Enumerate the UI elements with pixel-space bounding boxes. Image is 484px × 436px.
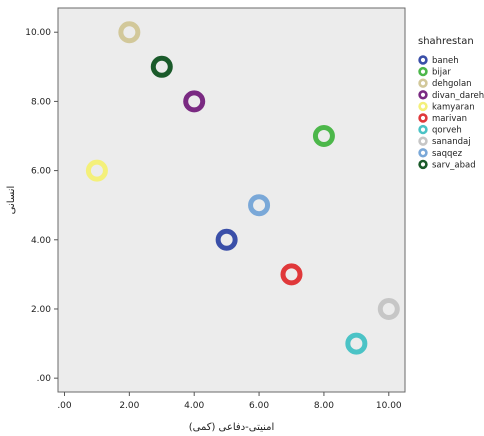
legend-marker-sarv_abad bbox=[418, 159, 428, 170]
x-tick-label: 2.00 bbox=[119, 401, 139, 411]
legend-marker-sanandaj bbox=[418, 136, 428, 146]
y-tick-label: 8.00 bbox=[31, 97, 51, 107]
legend-label-sanandaj: sanandaj bbox=[432, 137, 471, 147]
legend-label-bijar: bijar bbox=[432, 68, 451, 78]
legend-marker-divan_dareh bbox=[418, 90, 428, 100]
legend-marker-saqqez bbox=[418, 148, 428, 158]
legend-marker-kamyaran bbox=[418, 101, 428, 112]
y-axis: .00 2.00 4.00 6.00 8.00 10.00 bbox=[25, 28, 58, 384]
data-point-bijar bbox=[312, 125, 335, 147]
legend-label-dehgolan: dehgolan bbox=[432, 79, 472, 89]
y-tick-label: 10.00 bbox=[25, 28, 51, 38]
x-tick-label: 4.00 bbox=[184, 401, 204, 411]
data-point-sanandaj bbox=[377, 297, 400, 320]
x-tick-label: 6.00 bbox=[249, 401, 269, 411]
legend-title: shahrestan bbox=[418, 36, 474, 47]
legend-marker-marivan bbox=[418, 113, 428, 123]
data-point-saqqez bbox=[248, 194, 271, 217]
x-tick-label: 8.00 bbox=[314, 401, 334, 411]
legend-marker-bijar bbox=[418, 66, 428, 77]
plot-area bbox=[57, 7, 406, 393]
x-axis: .00 2.00 4.00 6.00 8.00 10.00 bbox=[57, 392, 402, 411]
data-point-divan_dareh bbox=[183, 90, 206, 113]
x-tick-label: 10.00 bbox=[376, 401, 402, 411]
legend-label-baneh: baneh bbox=[432, 56, 459, 66]
data-point-baneh bbox=[215, 228, 238, 251]
legend-label-sarv_abad: sarv_abad bbox=[432, 160, 476, 170]
data-point-kamyaran bbox=[85, 159, 108, 182]
y-axis-title: انسانی bbox=[6, 186, 17, 215]
legend-marker-baneh bbox=[418, 55, 428, 65]
y-tick-label: 2.00 bbox=[31, 305, 51, 315]
data-point-sarv_abad bbox=[150, 55, 173, 78]
x-axis-title: امنیتی-دفاعی (کمی) bbox=[189, 422, 275, 433]
legend-label-marivan: marivan bbox=[432, 114, 467, 124]
y-tick-label: 6.00 bbox=[31, 167, 51, 177]
legend-label-kamyaran: kamyaran bbox=[432, 102, 475, 112]
legend-label-divan_dareh: divan_dareh bbox=[432, 91, 484, 101]
y-tick-label: 4.00 bbox=[31, 236, 51, 246]
data-point-marivan bbox=[280, 263, 303, 286]
legend-marker-dehgolan bbox=[418, 78, 428, 88]
legend-label-qorveh: qorveh bbox=[432, 126, 462, 136]
x-tick-label: .00 bbox=[57, 401, 72, 411]
data-point-dehgolan bbox=[118, 21, 141, 44]
data-point-qorveh bbox=[345, 332, 368, 355]
y-tick-label: .00 bbox=[37, 374, 52, 384]
legend-label-saqqez: saqqez bbox=[432, 149, 463, 159]
data-points bbox=[85, 21, 400, 355]
legend-marker-qorveh bbox=[418, 124, 428, 135]
